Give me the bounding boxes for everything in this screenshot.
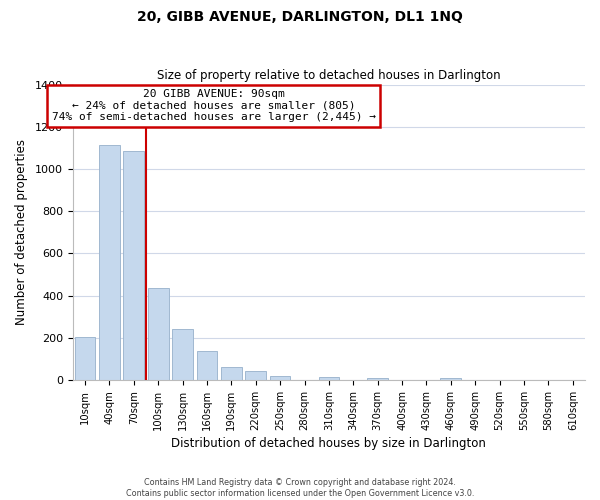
Bar [99,144,120,380]
Bar [270,376,290,380]
Bar [172,330,193,380]
Text: Contains HM Land Registry data © Crown copyright and database right 2024.
Contai: Contains HM Land Registry data © Crown c… [126,478,474,498]
X-axis label: Distribution of detached houses by size in Darlington: Distribution of detached houses by size … [172,437,487,450]
Bar [440,378,461,380]
Bar [74,337,95,380]
Bar [221,368,242,380]
Bar [367,378,388,380]
Bar [148,288,169,380]
Text: 20 GIBB AVENUE: 90sqm
← 24% of detached houses are smaller (805)
74% of semi-det: 20 GIBB AVENUE: 90sqm ← 24% of detached … [52,89,376,122]
Bar [319,377,339,380]
Bar [197,350,217,380]
Y-axis label: Number of detached properties: Number of detached properties [15,140,28,326]
Bar [245,370,266,380]
Bar [124,151,144,380]
Title: Size of property relative to detached houses in Darlington: Size of property relative to detached ho… [157,69,501,82]
Text: 20, GIBB AVENUE, DARLINGTON, DL1 1NQ: 20, GIBB AVENUE, DARLINGTON, DL1 1NQ [137,10,463,24]
